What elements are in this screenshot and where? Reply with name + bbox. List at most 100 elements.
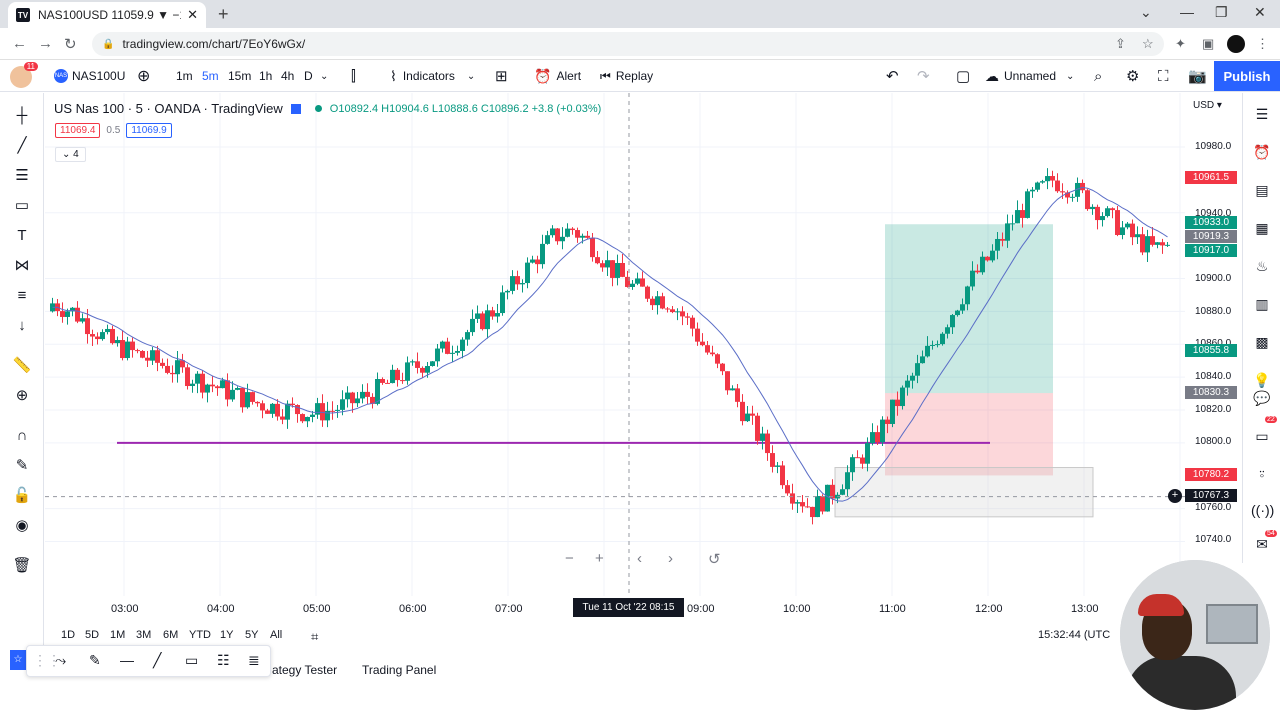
- chat-icon[interactable]: 💬: [1253, 390, 1271, 406]
- go-to-date-icon[interactable]: ⌗: [311, 629, 319, 644]
- chrome-menu-icon[interactable]: ⋮: [1256, 36, 1269, 51]
- watchlist-icon[interactable]: ☰: [1255, 106, 1269, 122]
- tab-trading-panel[interactable]: Trading Panel: [362, 663, 437, 677]
- templates-icon[interactable]: ⊞: [495, 68, 508, 85]
- arrow-down-icon[interactable]: ↓: [18, 317, 26, 334]
- scroll-right-icon[interactable]: ›: [668, 550, 673, 567]
- favorites-star-icon[interactable]: ☆: [10, 650, 26, 670]
- back-icon[interactable]: ←: [12, 35, 27, 52]
- publish-button[interactable]: Publish: [1214, 61, 1280, 91]
- trash-icon[interactable]: 🗑: [12, 557, 32, 574]
- magnet-icon[interactable]: ∩: [16, 427, 28, 444]
- eye-icon[interactable]: ◉: [15, 517, 29, 534]
- maximize-icon[interactable]: ❐: [1215, 4, 1228, 20]
- streams-icon[interactable]: ((·)): [1251, 502, 1275, 518]
- help-icon[interactable]: ⍤: [1257, 466, 1267, 482]
- brush-icon[interactable]: ✎: [89, 652, 101, 668]
- range-ytd[interactable]: YTD: [189, 629, 211, 641]
- alerts-clock-icon[interactable]: ⏰: [1253, 144, 1271, 160]
- user-avatar[interactable]: 11: [10, 62, 38, 88]
- sell-button[interactable]: 11069.4: [55, 123, 101, 138]
- flag-icon[interactable]: [290, 103, 301, 114]
- prediction-icon[interactable]: ≡: [17, 287, 27, 304]
- close-tab-icon[interactable]: ✕: [187, 7, 198, 22]
- interval-dropdown-icon[interactable]: ⌄: [320, 70, 329, 82]
- chart-canvas[interactable]: [45, 93, 1185, 596]
- alert-button[interactable]: ⏰ Alert: [534, 60, 581, 92]
- data-window-icon[interactable]: ▤: [1255, 182, 1269, 198]
- interval-d[interactable]: D: [304, 69, 313, 83]
- utc-clock[interactable]: 15:32:44 (UTC: [1038, 629, 1111, 641]
- interval-1h[interactable]: 1h: [259, 69, 273, 83]
- replay-button[interactable]: ⏮ Replay: [600, 60, 653, 92]
- settings-gear-icon[interactable]: ⚙: [1126, 68, 1140, 85]
- forward-icon[interactable]: →: [38, 35, 53, 52]
- symbol-search-button[interactable]: NAS NAS100U: [54, 60, 125, 92]
- interval-1m[interactable]: 1m: [176, 69, 193, 83]
- candlestick-chart[interactable]: [45, 93, 1185, 596]
- rectangle-icon[interactable]: ▭: [185, 652, 199, 668]
- screener-icon[interactable]: ▥: [1255, 296, 1269, 312]
- profile-avatar[interactable]: [1227, 35, 1245, 53]
- reload-icon[interactable]: ↻: [64, 36, 77, 53]
- redo-icon[interactable]: ↷: [917, 68, 930, 85]
- new-tab-icon[interactable]: +: [218, 4, 229, 24]
- tab-strategy-tester[interactable]: ategy Tester: [272, 663, 338, 677]
- fib-retracement-icon[interactable]: ☰: [15, 167, 29, 184]
- sidebar-icon[interactable]: ▣: [1202, 36, 1215, 51]
- range-1y[interactable]: 1Y: [220, 629, 234, 641]
- messages-icon[interactable]: ✉: [1256, 536, 1268, 552]
- zoom-in-icon[interactable]: +: [595, 550, 604, 567]
- interval-15m[interactable]: 15m: [228, 69, 252, 83]
- path-tool-icon[interactable]: ⤳: [55, 652, 67, 668]
- url-field[interactable]: 🔒 tradingview.com/chart/7EoY6wGx/: [92, 32, 1164, 56]
- bookmark-star-icon[interactable]: ☆: [1142, 36, 1154, 51]
- search-icon[interactable]: ⌕: [1094, 67, 1103, 85]
- ruler-icon[interactable]: 📏: [12, 357, 32, 374]
- hotlist-fire-icon[interactable]: ♨: [1255, 258, 1269, 274]
- pencil-lock-icon[interactable]: ✎: [15, 457, 29, 474]
- fullscreen-icon[interactable]: ⛶: [1158, 67, 1169, 85]
- interval-5m[interactable]: 5m: [202, 69, 219, 83]
- zoom-out-icon[interactable]: −: [565, 550, 574, 567]
- pine-editor-icon[interactable]: ▩: [1255, 334, 1269, 350]
- indicators-button[interactable]: ⌇ Indicators ⌄: [390, 60, 475, 92]
- trend-line-icon[interactable]: ╱: [153, 652, 162, 668]
- minimize-icon[interactable]: —: [1180, 4, 1194, 20]
- lock-icon[interactable]: 🔓: [12, 487, 32, 504]
- horizontal-line-icon[interactable]: —: [120, 652, 134, 668]
- zoom-in-icon[interactable]: ⊕: [15, 387, 29, 404]
- parallel-channel-icon[interactable]: ≣: [248, 652, 260, 668]
- close-window-icon[interactable]: ✕: [1254, 4, 1266, 20]
- rectangle-icon[interactable]: ▭: [14, 197, 30, 214]
- reset-chart-icon[interactable]: ↺: [708, 551, 721, 568]
- indicator-count-toggle[interactable]: ⌄ 4: [55, 147, 86, 162]
- browser-tab[interactable]: TV NAS100USD 11059.9 ▼ −1.3% ... ✕: [8, 2, 206, 28]
- trend-line-icon[interactable]: ╱: [17, 137, 27, 154]
- scroll-left-icon[interactable]: ‹: [637, 550, 642, 567]
- calendar-icon[interactable]: ▦: [1255, 220, 1269, 236]
- range-5d[interactable]: 5D: [85, 629, 100, 641]
- candle-style-icon[interactable]: ⫿: [351, 67, 356, 85]
- range-all[interactable]: All: [270, 629, 283, 641]
- undo-icon[interactable]: ↶: [886, 68, 899, 85]
- share-icon[interactable]: ⇪: [1115, 36, 1126, 51]
- ideas-lightbulb-icon[interactable]: 💡: [1253, 372, 1271, 388]
- layout-name-button[interactable]: ☁ Unnamed ⌄: [985, 60, 1074, 92]
- text-icon[interactable]: T: [17, 227, 27, 244]
- layout-icon[interactable]: ▢: [956, 68, 971, 85]
- interval-4h[interactable]: 4h: [281, 69, 295, 83]
- crosshair-icon[interactable]: ┼: [16, 107, 28, 124]
- add-alert-plus-icon[interactable]: +: [1168, 489, 1182, 503]
- range-1d[interactable]: 1D: [61, 629, 76, 641]
- currency-selector[interactable]: USD ▾: [1193, 100, 1222, 111]
- camera-icon[interactable]: 📷: [1188, 68, 1207, 85]
- drag-handle-icon[interactable]: ⋮⋮: [33, 652, 61, 668]
- extensions-icon[interactable]: ✦: [1175, 36, 1186, 51]
- range-6m[interactable]: 6M: [163, 629, 179, 641]
- range-5y[interactable]: 5Y: [245, 629, 259, 641]
- range-1m[interactable]: 1M: [110, 629, 126, 641]
- compare-symbol-icon[interactable]: ⊕: [137, 68, 151, 85]
- fib-icon[interactable]: ☷: [217, 652, 230, 668]
- range-3m[interactable]: 3M: [136, 629, 152, 641]
